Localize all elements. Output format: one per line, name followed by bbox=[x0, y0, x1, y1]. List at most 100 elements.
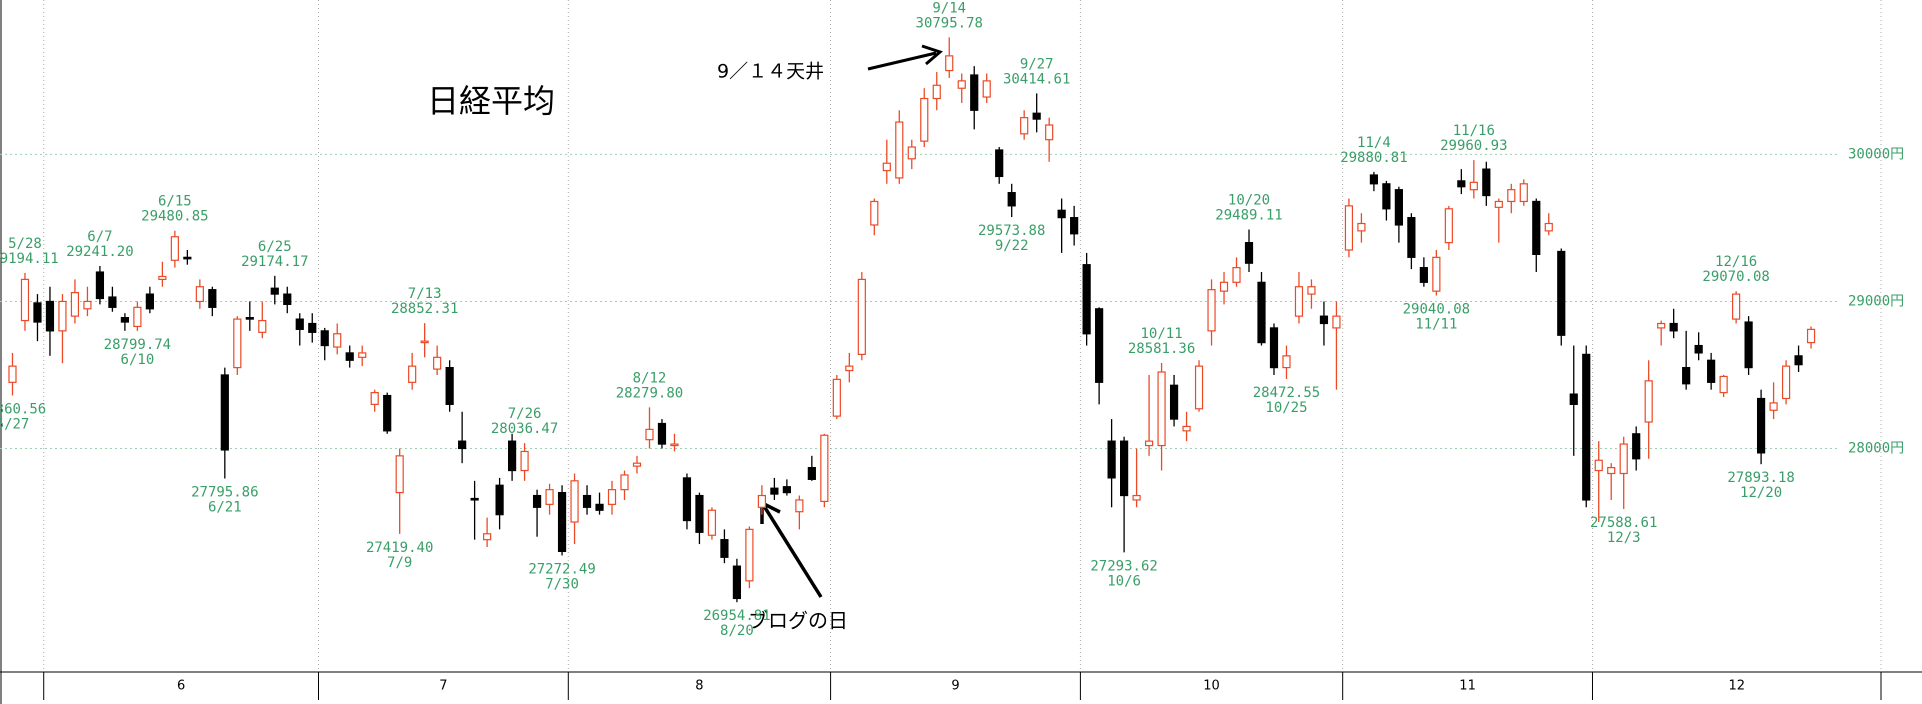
annotation-value: 28472.55 bbox=[1253, 385, 1320, 401]
candle-body bbox=[620, 474, 629, 491]
candle-body bbox=[383, 394, 392, 432]
candle-body bbox=[1507, 189, 1516, 203]
candle-body bbox=[1794, 355, 1803, 366]
candle-body bbox=[445, 367, 454, 405]
candle-body bbox=[732, 565, 742, 600]
candle-body bbox=[1382, 183, 1391, 210]
candle-body bbox=[1707, 359, 1716, 383]
candle-body bbox=[957, 80, 966, 89]
candle-body bbox=[745, 528, 754, 582]
annotation-value: 30795.78 bbox=[916, 15, 983, 31]
blog-note: ブログの日 bbox=[748, 609, 848, 633]
annotation-value: 27293.62 bbox=[1090, 558, 1157, 574]
annotation-value: 29194.11 bbox=[0, 251, 59, 267]
candle-body bbox=[1144, 440, 1154, 447]
annotation-date: 7/9 bbox=[387, 555, 412, 571]
candle-body bbox=[70, 292, 80, 317]
candle-body bbox=[8, 365, 17, 383]
candle-body bbox=[1582, 353, 1591, 501]
annotation-date: 12/3 bbox=[1607, 530, 1641, 546]
candle-body bbox=[1494, 200, 1503, 208]
candle-body bbox=[782, 486, 791, 494]
annotation-date: 11/4 bbox=[1357, 135, 1391, 151]
candle-body bbox=[1569, 393, 1578, 405]
candle-body bbox=[495, 484, 504, 516]
annotation-value: 28360.56 bbox=[0, 401, 46, 417]
annotation-date: 10/6 bbox=[1107, 573, 1141, 589]
candle-body bbox=[682, 477, 692, 522]
candle-body bbox=[1432, 256, 1441, 292]
candle-body bbox=[795, 499, 804, 513]
candle-body bbox=[720, 539, 729, 558]
x-tick-label: 12 bbox=[1728, 679, 1745, 694]
x-tick-label: 7 bbox=[439, 679, 447, 694]
annotation-value: 28852.31 bbox=[391, 301, 458, 317]
candle-body bbox=[95, 271, 105, 300]
candle-body bbox=[270, 287, 279, 295]
candle-body bbox=[320, 330, 329, 347]
candle-body bbox=[283, 293, 292, 305]
candle-body bbox=[1607, 467, 1616, 475]
candle-body bbox=[1407, 217, 1416, 258]
annotation-date: 9/27 bbox=[1020, 56, 1054, 72]
candle-body bbox=[670, 443, 679, 447]
candle-body bbox=[1657, 322, 1666, 329]
candle-body bbox=[520, 450, 529, 472]
candle-body bbox=[1045, 124, 1054, 141]
candle-body bbox=[395, 455, 404, 494]
candle-body bbox=[133, 306, 142, 328]
candle-body bbox=[907, 146, 916, 160]
candle-body bbox=[1644, 380, 1653, 423]
candle-body bbox=[1769, 402, 1778, 411]
annotation-value: 30414.61 bbox=[1003, 71, 1070, 87]
candle-body bbox=[33, 302, 42, 323]
candle-body bbox=[1394, 189, 1403, 226]
annotation-date: 7/13 bbox=[408, 286, 442, 302]
candle-body bbox=[657, 422, 667, 445]
candle-body bbox=[1169, 384, 1179, 420]
annotation-value: 29174.17 bbox=[241, 254, 308, 270]
candle-body bbox=[1557, 250, 1566, 336]
candle-body bbox=[1419, 267, 1428, 283]
x-tick-label: 9 bbox=[951, 679, 959, 694]
blog-arrow bbox=[762, 505, 823, 598]
candle-body bbox=[995, 149, 1004, 178]
candle-body bbox=[233, 318, 242, 369]
y-tick-label: 28000円 bbox=[1848, 440, 1904, 456]
annotation-value: 29241.20 bbox=[66, 244, 133, 260]
candle-body bbox=[1732, 293, 1741, 320]
candle-body bbox=[1357, 222, 1366, 232]
candle-body bbox=[632, 462, 642, 467]
candle-body bbox=[1157, 371, 1166, 447]
annotation-value: 29070.08 bbox=[1702, 269, 1769, 285]
x-tick-label: 6 bbox=[177, 679, 185, 694]
candle-body bbox=[857, 278, 866, 355]
candle-body bbox=[1781, 365, 1791, 400]
candle-body bbox=[1070, 217, 1079, 235]
candle-body bbox=[945, 55, 954, 72]
annotation-value: 26954.81 bbox=[703, 608, 770, 624]
annotation-date: 6/10 bbox=[121, 352, 155, 368]
candle-body bbox=[433, 356, 442, 370]
candle-body bbox=[770, 487, 779, 495]
annotation-value: 29573.88 bbox=[978, 223, 1045, 239]
candle-body bbox=[1694, 344, 1703, 354]
x-tick-label: 10 bbox=[1203, 679, 1220, 694]
candle-body bbox=[1532, 200, 1541, 255]
candle-body bbox=[1332, 315, 1341, 329]
candle-body bbox=[1082, 264, 1091, 335]
peak-note: 9／１４天井 bbox=[717, 61, 824, 83]
candle-body bbox=[757, 494, 766, 508]
candle-body bbox=[1007, 192, 1016, 207]
candle-body bbox=[807, 467, 816, 480]
candle-body bbox=[1482, 168, 1491, 197]
candle-body bbox=[58, 300, 67, 332]
candle-body bbox=[1344, 205, 1354, 251]
candle-body bbox=[920, 97, 929, 142]
candle-body bbox=[220, 374, 229, 451]
candle-body bbox=[645, 428, 654, 441]
candle-body bbox=[1219, 281, 1229, 292]
candle-body bbox=[45, 300, 55, 332]
candle-body bbox=[458, 440, 467, 450]
annotation-date: 10/25 bbox=[1265, 400, 1307, 416]
